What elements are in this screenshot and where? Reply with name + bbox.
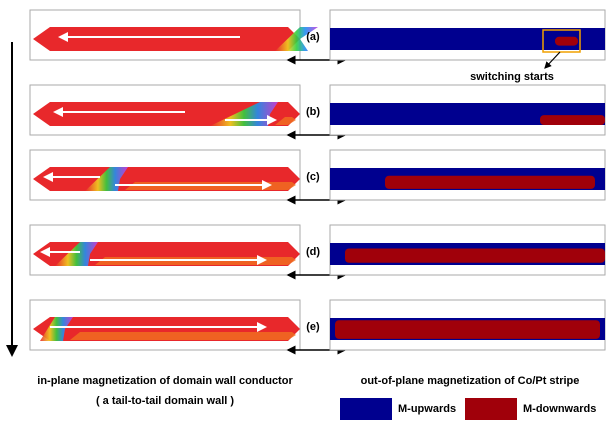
- switched-domain: [555, 37, 578, 46]
- legend-label: M-downwards: [523, 403, 596, 415]
- panel-row: (d): [30, 225, 605, 275]
- switched-domain: [385, 176, 595, 189]
- panel-row: (e): [30, 300, 605, 350]
- annotation: switching starts: [470, 71, 554, 83]
- panel-label: (a): [306, 31, 320, 43]
- panel-label: (b): [306, 106, 320, 118]
- right-caption: out-of-plane magnetization of Co/Pt stri…: [361, 375, 580, 387]
- figure: in-plane magnetization of domain wall co…: [0, 0, 609, 426]
- stripe: [33, 27, 300, 51]
- panel-row: (a): [30, 10, 605, 68]
- panel-row: (c): [30, 150, 605, 200]
- legend-label: M-upwards: [398, 403, 456, 415]
- legend-swatch: [465, 398, 517, 420]
- legend-swatch: [340, 398, 392, 420]
- panel-label: (e): [306, 321, 320, 333]
- switched-domain: [540, 115, 605, 125]
- left-caption: in-plane magnetization of domain wall co…: [37, 375, 293, 387]
- switched-domain: [335, 320, 600, 339]
- panel-label: (c): [306, 171, 320, 183]
- switched-domain: [345, 249, 605, 263]
- left-subcaption: ( a tail-to-tail domain wall ): [96, 395, 234, 407]
- domain-right: [70, 332, 296, 340]
- panel-row: (b): [30, 85, 605, 135]
- panel-label: (d): [306, 246, 320, 258]
